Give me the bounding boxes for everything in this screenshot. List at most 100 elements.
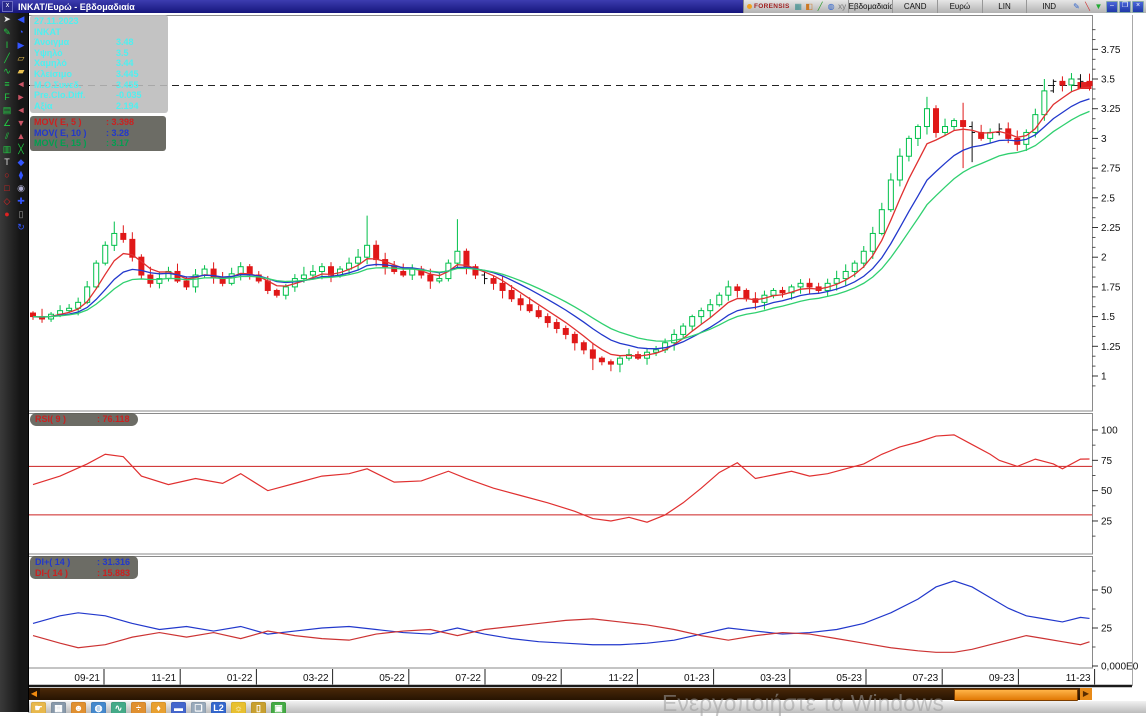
svg-text:11-22: 11-22 <box>609 673 634 684</box>
moving-averages-panel: MOV( E, 5 ): 3.398 MOV( E, 10 ): 3.28 MO… <box>30 116 166 151</box>
magnifier-icon[interactable]: ◉ <box>17 183 25 193</box>
quote-label: Μ.Ο.Συνεδ. <box>34 79 82 90</box>
tool-trendline-icon[interactable]: ╱ <box>4 53 10 63</box>
indicators-button[interactable]: IND <box>1026 0 1071 13</box>
svg-text:11-21: 11-21 <box>151 673 176 684</box>
download-icon[interactable]: ▼ <box>1094 2 1103 11</box>
tool-wave-icon[interactable]: ∿ <box>3 66 11 76</box>
period-button[interactable]: Εβδομαδιαία <box>847 0 893 13</box>
rsi-panel <box>28 413 1093 555</box>
di-minus-name: DI-( 14 ) <box>35 567 69 578</box>
refresh-icon[interactable]: ↻ <box>17 222 25 232</box>
svg-text:50: 50 <box>1101 486 1113 497</box>
nav-forward-icon[interactable]: ▶ <box>17 40 25 50</box>
tool-text-icon[interactable]: T <box>4 157 10 167</box>
scrollbar-thumb[interactable] <box>954 689 1078 701</box>
trash-icon[interactable]: ▯ <box>251 702 266 713</box>
table-icon[interactable]: ▦ <box>51 702 66 713</box>
calculator-icon[interactable]: ÷ <box>131 702 146 713</box>
horizontal-scrollbar[interactable]: ◀ ▶ <box>28 688 1092 701</box>
quote-label: Αξία <box>34 100 53 111</box>
svg-text:01-22: 01-22 <box>227 673 253 684</box>
price-panel <box>28 15 1093 412</box>
tool-hlines-icon[interactable]: ≡ <box>4 79 10 89</box>
level2-icon[interactable]: L2 <box>211 702 226 713</box>
draw-line-icon[interactable]: ╱ <box>817 2 823 11</box>
clock-icon[interactable]: ◔ <box>18 27 24 37</box>
svg-text:07-22: 07-22 <box>455 673 481 684</box>
zoom-x-icon[interactable]: ╳ <box>18 144 24 154</box>
close-button[interactable]: × <box>1132 0 1144 13</box>
tool-fibonacci-icon[interactable]: F <box>4 92 10 102</box>
rsi-name: RSI( 9 ) <box>35 414 67 424</box>
rsi-line <box>32 434 1090 523</box>
scroll-left-icon[interactable]: ◄ <box>16 79 26 89</box>
close-icon[interactable]: x <box>2 1 13 12</box>
svg-text:1.75: 1.75 <box>1101 282 1121 293</box>
nav-back-icon[interactable]: ◀ <box>17 14 25 24</box>
move-icon[interactable]: ✚ <box>17 196 25 206</box>
scrollbar-right-arrow-icon[interactable]: ▶ <box>1080 688 1092 700</box>
minimize-button[interactable]: – <box>1106 0 1118 13</box>
svg-text:0,000E0: 0,000E0 <box>1101 662 1139 673</box>
svg-text:05-22: 05-22 <box>379 673 405 684</box>
svg-text:01-23: 01-23 <box>684 673 710 684</box>
currency-button[interactable]: Ευρώ <box>936 0 982 13</box>
chart-type-button[interactable]: CAND <box>892 0 937 13</box>
ma-value: : 3.17 <box>106 138 130 149</box>
tool-ellipse-icon[interactable]: ○ <box>4 170 10 180</box>
image-icon[interactable]: ▣ <box>271 702 286 713</box>
tool-text-cursor-icon[interactable]: I <box>5 40 9 50</box>
ma-label: MOV( E, 10 ) <box>34 127 87 138</box>
svg-text:11-23: 11-23 <box>1066 673 1091 684</box>
chart-canvas[interactable]: 3.75 3.5 3.25 3 2.75 2.5 2.25 2 1.75 1.5 1.25 1 100 7… <box>28 13 1146 688</box>
globe-icon[interactable]: ◍ <box>827 2 835 11</box>
arrow-left-icon[interactable]: ◄ <box>16 105 26 115</box>
activate-windows-watermark: Ενεργοποιήστε τα Windows <box>662 690 945 716</box>
rsi-value: : 76.118 <box>97 414 130 424</box>
tool-pencil-icon[interactable]: ✎ <box>3 27 11 37</box>
folder-icon[interactable]: ▱ <box>17 53 25 63</box>
scale-button[interactable]: LIN <box>981 0 1027 13</box>
search-icon[interactable]: ◍ <box>91 702 106 713</box>
document-search-icon[interactable]: ❏ <box>191 702 206 713</box>
arrow-up-icon[interactable]: ▲ <box>16 131 26 141</box>
toolbar-spacer <box>1 221 14 234</box>
svg-text:1.5: 1.5 <box>1101 312 1115 323</box>
clipboard-icon[interactable]: ▯ <box>18 209 24 219</box>
scroll-right-icon[interactable]: ► <box>16 92 26 102</box>
tool-cursor-icon[interactable]: ➤ <box>3 14 11 24</box>
tool-angle-icon[interactable]: ∠ <box>2 118 12 128</box>
quote-label: Άνοιγμα <box>34 37 70 48</box>
compress-icon[interactable]: ◆ <box>17 157 25 167</box>
scrollbar-left-arrow-icon[interactable]: ◀ <box>28 688 40 700</box>
svg-text:3: 3 <box>1101 134 1107 145</box>
drawing-toolbar: ➤ ◀ ✎ ◔ I ▶ ╱ ▱ ∿ ▰ ≡ ◄ F ► ▤ ◄ ∠ ▼ ⫽ ▲ ▥ ╳ T ◆ ○ ⧫ □ ◉ ◇ ✚ ● ▯ ↻ <box>0 13 29 712</box>
database-icon[interactable]: ▬ <box>171 702 186 713</box>
tool-dot-icon[interactable]: ● <box>4 209 10 219</box>
snapshot-icon[interactable]: ▦ <box>794 2 802 11</box>
xy-axes-icon[interactable]: xy <box>838 2 847 11</box>
tool-rect-icon[interactable]: □ <box>4 183 10 193</box>
draw-tools-icon[interactable]: ∿ <box>111 702 126 713</box>
quote-label: Pre.Clo.Diff. <box>34 90 86 101</box>
brightness-icon[interactable]: ☼ <box>231 702 246 713</box>
tool-diamond-icon[interactable]: ◇ <box>3 196 11 206</box>
tool-pattern-icon[interactable]: ▥ <box>2 144 12 154</box>
di-plus-name: DI+( 14 ) <box>35 557 71 567</box>
folders-icon[interactable]: ▰ <box>17 66 25 76</box>
map-hand-icon[interactable]: ☛ <box>31 702 46 713</box>
eraser-icon[interactable]: ╲ <box>1085 2 1090 11</box>
tool-channel-icon[interactable]: ⫽ <box>4 131 9 141</box>
tool-grid-icon[interactable]: ▤ <box>2 105 12 115</box>
quote-value: 3.48 <box>116 37 134 48</box>
logo-icon <box>747 4 752 9</box>
edit-pencil-icon[interactable]: ✎ <box>1073 2 1080 11</box>
dmi-panel <box>28 556 1093 669</box>
alert-bell-icon[interactable]: ♦ <box>151 702 166 713</box>
arrow-down-icon[interactable]: ▼ <box>16 118 26 128</box>
expand-icon[interactable]: ⧫ <box>18 170 24 180</box>
restore-button[interactable]: ❐ <box>1119 0 1131 13</box>
user-icon[interactable]: ☻ <box>71 702 86 713</box>
palette-icon[interactable]: ◧ <box>805 2 813 11</box>
